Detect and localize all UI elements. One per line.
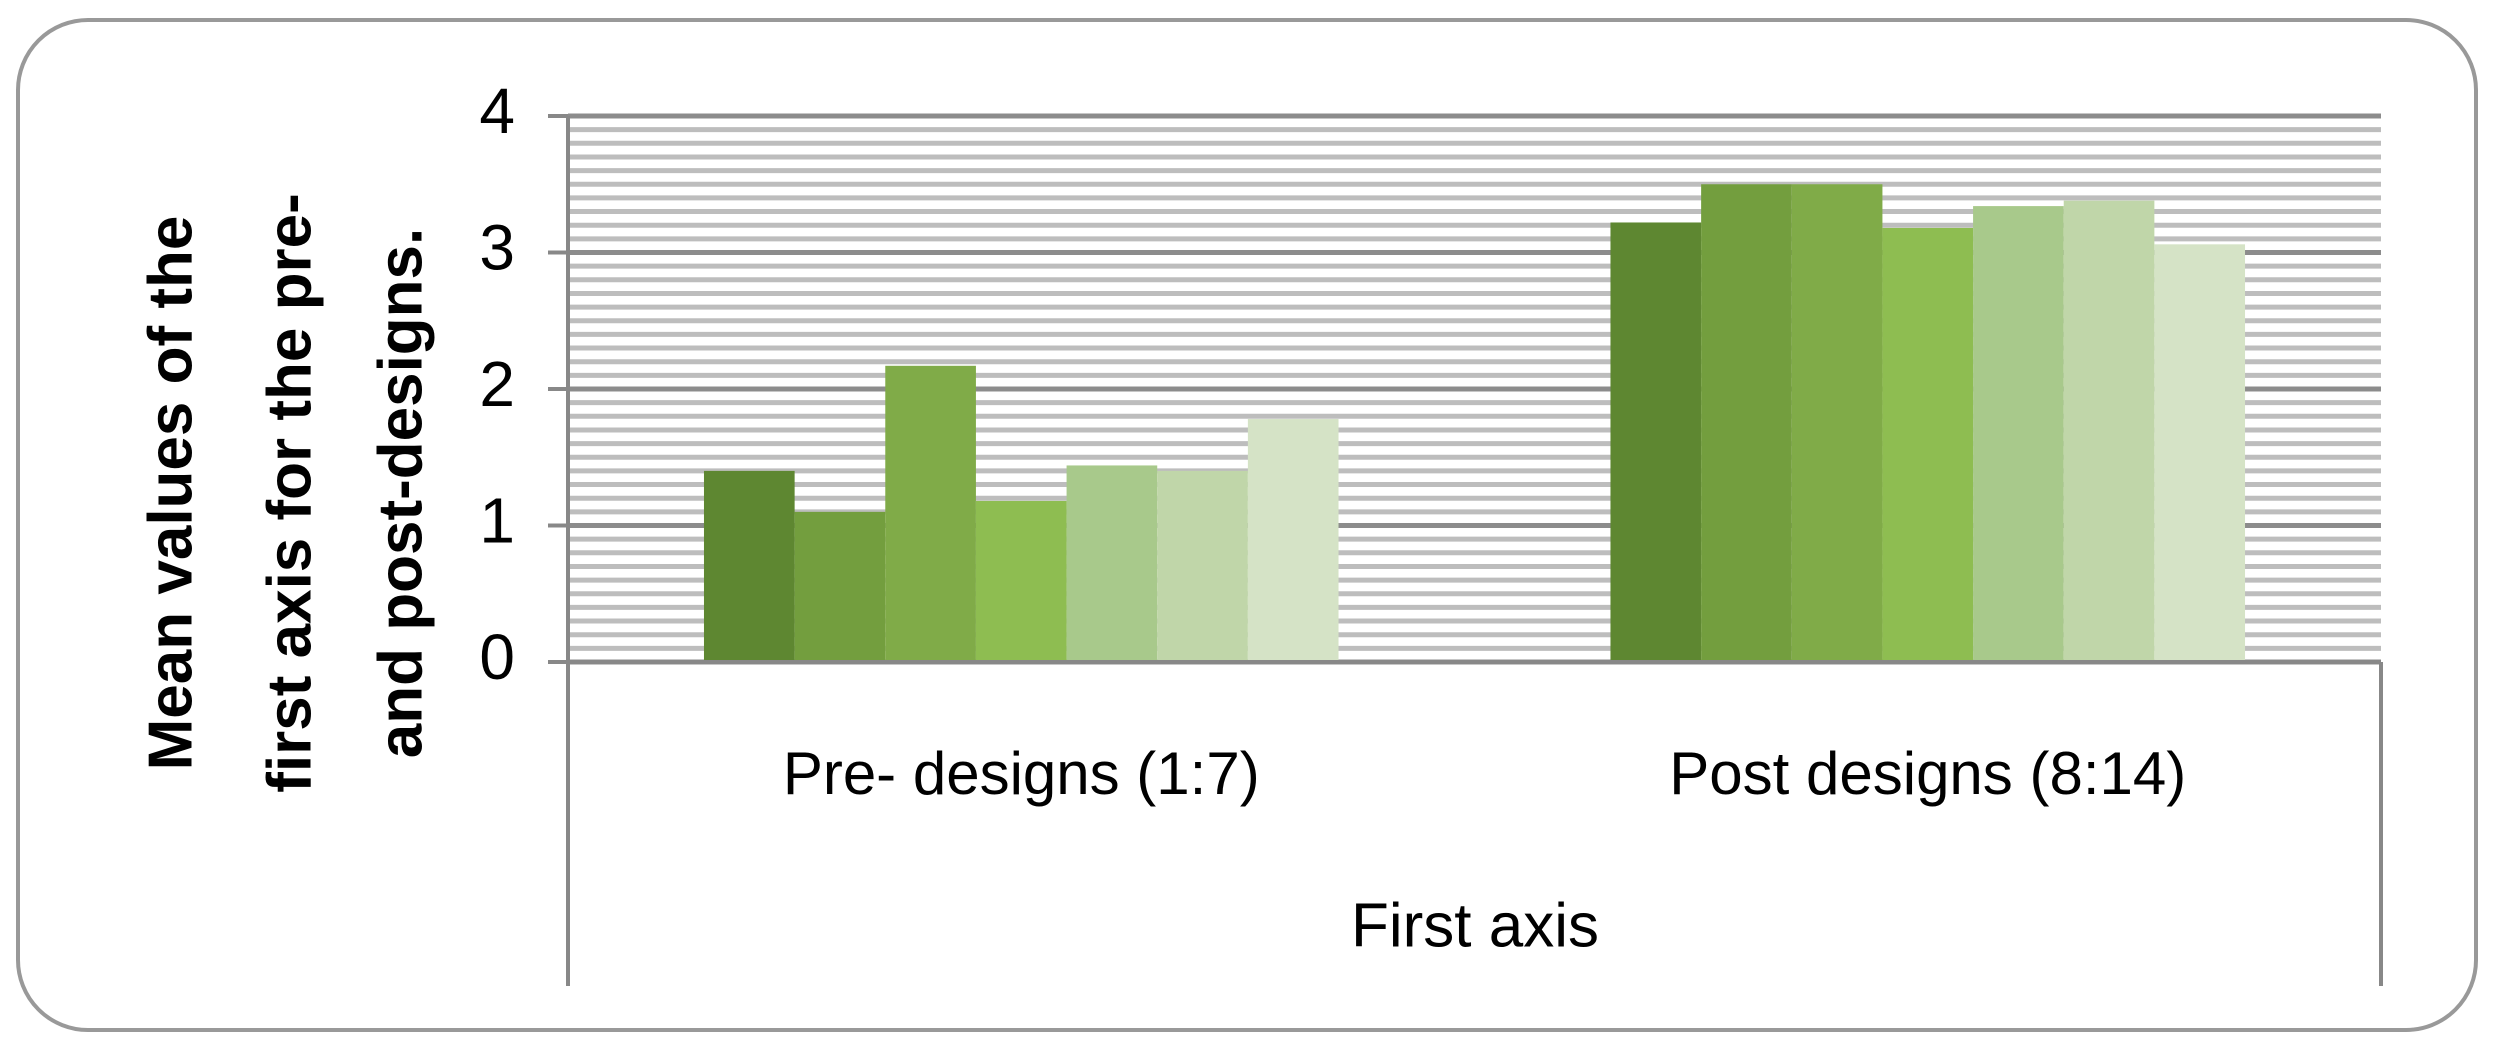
bar (1701, 184, 1792, 662)
bar (703, 470, 795, 662)
y-tick-label: 4 (479, 75, 515, 147)
y-tick-label: 1 (479, 484, 515, 556)
y-tick-label: 0 (479, 621, 515, 693)
x-axis-title: First axis (1351, 891, 1599, 960)
bar (2063, 200, 2155, 662)
y-tick-label: 3 (479, 211, 515, 283)
bar (975, 500, 1067, 662)
y-tick-label: 2 (479, 348, 515, 420)
bar (1066, 465, 1158, 662)
bar (1157, 470, 1248, 662)
y-axis-title: Mean values of the first axis for the pre… (136, 193, 435, 792)
x-tick-label: Post designs (8:14) (1669, 740, 2186, 807)
bar (1973, 206, 2064, 662)
bar (1610, 222, 1702, 662)
bar (1247, 419, 1339, 662)
bar (2154, 244, 2246, 662)
bar (885, 365, 976, 662)
y-axis-title-line: Mean values of the (136, 216, 205, 771)
y-axis-title-line: and post-designs. (366, 228, 435, 758)
x-tick-label: Pre- designs (1:7) (783, 740, 1260, 807)
y-axis-title-line: first axis for the pre- (255, 193, 324, 792)
bar (794, 511, 886, 662)
bar (1882, 227, 1974, 662)
bar (1791, 184, 1883, 662)
